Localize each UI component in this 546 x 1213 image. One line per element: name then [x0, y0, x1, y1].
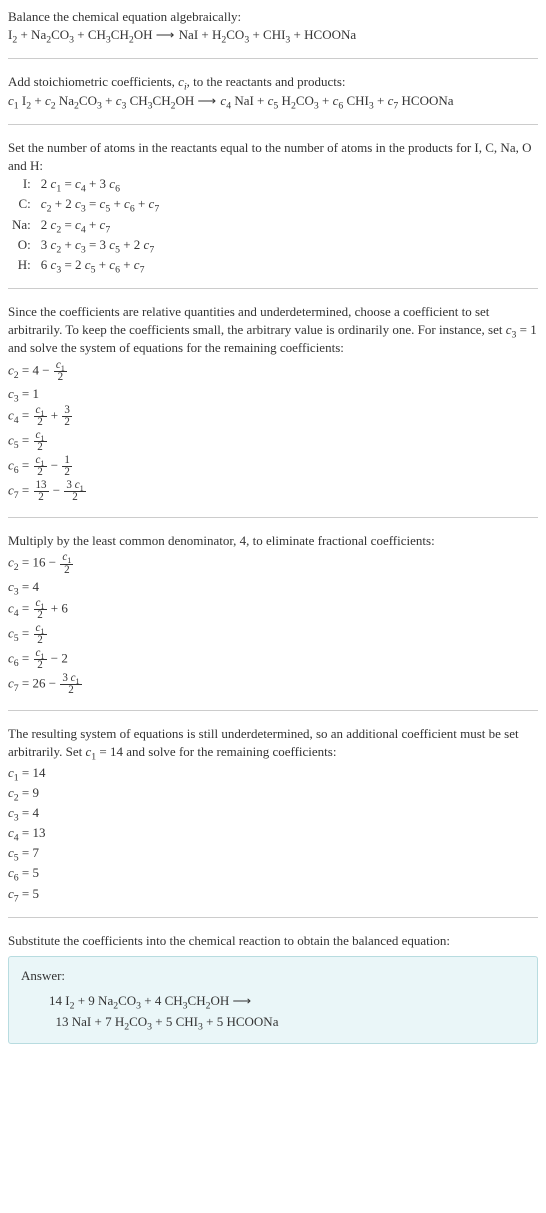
coeff-row: c7 = 132 − 3 c12 — [8, 480, 538, 503]
coeff-row: c2 = 4 − c12 — [8, 360, 538, 383]
atom-eq: 6 c3 = 2 c5 + c6 + c7 — [41, 256, 538, 274]
answer-equation: 14 I2 + 9 Na2CO3 + 4 CH3CH2OH ⟶ 13 NaI +… — [21, 991, 525, 1033]
coeff-row: c7 = 5 — [8, 885, 538, 903]
coeff-row: c5 = 7 — [8, 844, 538, 862]
atom-label: I: — [12, 175, 31, 193]
atom-label: H: — [12, 256, 31, 274]
coeff-row: c4 = c12 + 32 — [8, 405, 538, 428]
answer-box: Answer: 14 I2 + 9 Na2CO3 + 4 CH3CH2OH ⟶ … — [8, 956, 538, 1044]
coeff-row: c4 = c12 + 6 — [8, 598, 538, 621]
coeff-equation: c1 I2 + c2 Na2CO3 + c3 CH3CH2OH ⟶ c4 NaI… — [8, 92, 538, 110]
coeff-row: c7 = 26 − 3 c12 — [8, 673, 538, 696]
answer-label: Answer: — [21, 967, 525, 985]
coeff-row: c3 = 4 — [8, 804, 538, 822]
step4-text: Multiply by the least common denominator… — [8, 532, 538, 550]
step3-text: Since the coefficients are relative quan… — [8, 303, 538, 358]
main-equation: I2 + Na2CO3 + CH3CH2OH ⟶ NaI + H2CO3 + C… — [8, 26, 538, 44]
atom-label: Na: — [12, 216, 31, 234]
step5-text: The resulting system of equations is sti… — [8, 725, 538, 761]
divider — [8, 517, 538, 518]
step1-var: ci — [178, 74, 187, 89]
solve1-list: c2 = 4 − c12 c3 = 1 c4 = c12 + 32 c5 = c… — [8, 360, 538, 504]
coeff-row: c2 = 9 — [8, 784, 538, 802]
atom-eq: 2 c2 = c4 + c7 — [41, 216, 538, 234]
coeff-row: c2 = 16 − c12 — [8, 552, 538, 575]
coeff-row: c6 = c12 − 12 — [8, 455, 538, 478]
coeff-row: c3 = 4 — [8, 578, 538, 596]
step1-lead: Add stoichiometric coefficients, — [8, 74, 178, 89]
step1-tail: , to the reactants and products: — [187, 74, 346, 89]
step6-text: Substitute the coefficients into the che… — [8, 932, 538, 950]
atom-label: C: — [12, 195, 31, 213]
divider — [8, 710, 538, 711]
atom-equations: I: 2 c1 = c4 + 3 c6 C: c2 + 2 c3 = c5 + … — [12, 175, 538, 274]
final-coeffs: c1 = 14 c2 = 9 c3 = 4 c4 = 13 c5 = 7 c6 … — [8, 764, 538, 903]
solve2-list: c2 = 16 − c12 c3 = 4 c4 = c12 + 6 c5 = c… — [8, 552, 538, 696]
arrow-icon: ⟶ — [156, 27, 176, 42]
eq-right: NaI + H2CO3 + CHI3 + HCOONa — [179, 27, 356, 42]
coeff-row: c1 = 14 — [8, 764, 538, 782]
divider — [8, 917, 538, 918]
atom-eq: 2 c1 = c4 + 3 c6 — [41, 175, 538, 193]
coeff-row: c5 = c12 — [8, 430, 538, 453]
step1-text: Add stoichiometric coefficients, ci, to … — [8, 73, 538, 91]
step2-text: Set the number of atoms in the reactants… — [8, 139, 538, 175]
coeff-row: c5 = c12 — [8, 623, 538, 646]
coeff-row: c4 = 13 — [8, 824, 538, 842]
coeff-row: c6 = c12 − 2 — [8, 648, 538, 671]
atom-eq: c2 + 2 c3 = c5 + c6 + c7 — [41, 195, 538, 213]
coeff-row: c6 = 5 — [8, 864, 538, 882]
divider — [8, 124, 538, 125]
atom-eq: 3 c2 + c3 = 3 c5 + 2 c7 — [41, 236, 538, 254]
divider — [8, 288, 538, 289]
eq-left: I2 + Na2CO3 + CH3CH2OH — [8, 27, 153, 42]
atom-label: O: — [12, 236, 31, 254]
divider — [8, 58, 538, 59]
page-title: Balance the chemical equation algebraica… — [8, 8, 538, 26]
coeff-row: c3 = 1 — [8, 385, 538, 403]
